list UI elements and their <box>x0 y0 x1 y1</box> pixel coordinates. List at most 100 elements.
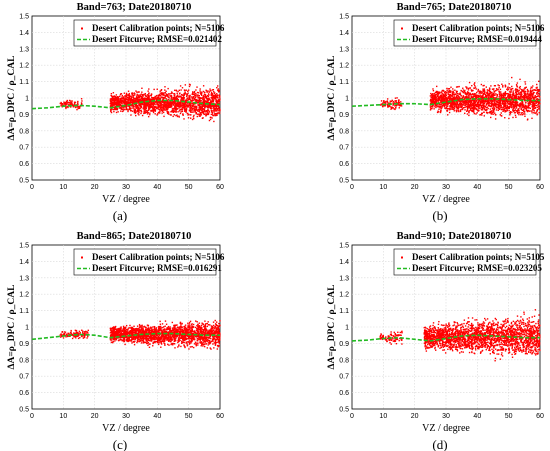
calibration-point <box>468 114 470 117</box>
calibration-point <box>493 104 495 106</box>
calibration-point <box>520 103 522 106</box>
calibration-point <box>436 90 438 93</box>
calibration-point <box>214 112 216 115</box>
calibration-point <box>512 106 514 108</box>
calibration-point <box>193 103 195 105</box>
calibration-point <box>121 97 123 99</box>
calibration-point <box>165 93 167 95</box>
calibration-point <box>510 96 513 98</box>
calibration-point <box>112 92 115 94</box>
calibration-point <box>505 93 508 95</box>
calibration-point <box>120 104 122 107</box>
calibration-point <box>532 94 534 96</box>
calibration-point <box>512 91 514 94</box>
calibration-point <box>186 106 188 108</box>
calibration-point <box>193 106 196 108</box>
calibration-point <box>132 99 135 101</box>
calibration-point <box>462 104 464 106</box>
calibration-point <box>495 109 498 111</box>
calibration-point <box>141 114 144 117</box>
calibration-point <box>199 97 201 99</box>
calibration-point <box>202 90 204 93</box>
calibration-point <box>113 96 115 98</box>
calibration-point <box>496 89 498 91</box>
calibration-point <box>152 111 155 114</box>
calibration-point <box>128 97 130 100</box>
calibration-point <box>161 92 163 95</box>
calibration-point <box>451 102 454 105</box>
calibration-point <box>473 112 476 115</box>
calibration-point <box>77 333 80 335</box>
calibration-point <box>110 100 113 103</box>
calibration-point <box>120 97 122 100</box>
calibration-point <box>499 96 501 98</box>
calibration-point <box>538 105 540 107</box>
calibration-point <box>178 104 180 107</box>
calibration-point <box>455 105 458 107</box>
calibration-point <box>139 107 141 110</box>
calibration-point <box>527 98 529 100</box>
calibration-point <box>535 87 537 89</box>
calibration-point <box>175 110 177 112</box>
calibration-point <box>528 98 530 100</box>
calibration-point <box>482 93 485 95</box>
calibration-point <box>461 97 464 100</box>
calibration-point <box>159 92 161 94</box>
y-tick-label: 1.5 <box>19 14 29 21</box>
calibration-point <box>504 107 506 109</box>
calibration-point <box>217 100 219 102</box>
calibration-point <box>527 95 529 98</box>
calibration-point <box>493 85 496 87</box>
calibration-point <box>204 91 206 94</box>
calibration-point <box>218 95 220 97</box>
calibration-point <box>454 101 456 104</box>
calibration-point <box>478 96 481 98</box>
calibration-point <box>479 94 481 96</box>
calibration-point <box>498 91 501 93</box>
calibration-point <box>467 100 470 103</box>
calibration-point <box>201 107 203 109</box>
calibration-point <box>174 104 176 106</box>
calibration-point <box>192 116 195 118</box>
calibration-point <box>458 100 461 102</box>
calibration-point <box>441 97 443 99</box>
calibration-point <box>533 102 535 104</box>
calibration-point <box>115 111 118 114</box>
calibration-point <box>67 332 69 335</box>
calibration-point <box>502 94 504 97</box>
calibration-point <box>208 106 211 108</box>
calibration-point <box>495 97 498 99</box>
calibration-point <box>140 111 143 113</box>
calibration-point <box>159 95 161 97</box>
calibration-point <box>202 107 204 110</box>
calibration-point <box>158 98 161 100</box>
calibration-point <box>70 103 72 106</box>
calibration-point <box>431 95 433 97</box>
calibration-point <box>173 93 175 95</box>
calibration-point <box>453 110 455 112</box>
calibration-point <box>139 95 141 98</box>
calibration-point <box>479 98 481 101</box>
calibration-point <box>492 98 495 101</box>
calibration-point <box>385 100 387 103</box>
calibration-point <box>525 105 528 107</box>
calibration-point <box>71 333 73 336</box>
calibration-point <box>182 95 185 97</box>
calibration-point <box>203 104 205 106</box>
calibration-point <box>207 106 210 109</box>
calibration-point <box>200 99 202 102</box>
calibration-point <box>525 108 527 110</box>
calibration-point <box>211 98 213 101</box>
calibration-point <box>503 108 505 110</box>
calibration-point <box>147 101 149 104</box>
calibration-point <box>495 105 497 108</box>
calibration-point <box>206 90 208 92</box>
calibration-point <box>524 99 526 101</box>
calibration-point <box>137 110 140 112</box>
calibration-point <box>69 103 71 106</box>
calibration-point <box>156 102 158 105</box>
calibration-point <box>173 102 176 104</box>
y-tick-label: 0.7 <box>19 145 29 152</box>
calibration-point <box>461 103 463 106</box>
calibration-point <box>143 93 145 96</box>
